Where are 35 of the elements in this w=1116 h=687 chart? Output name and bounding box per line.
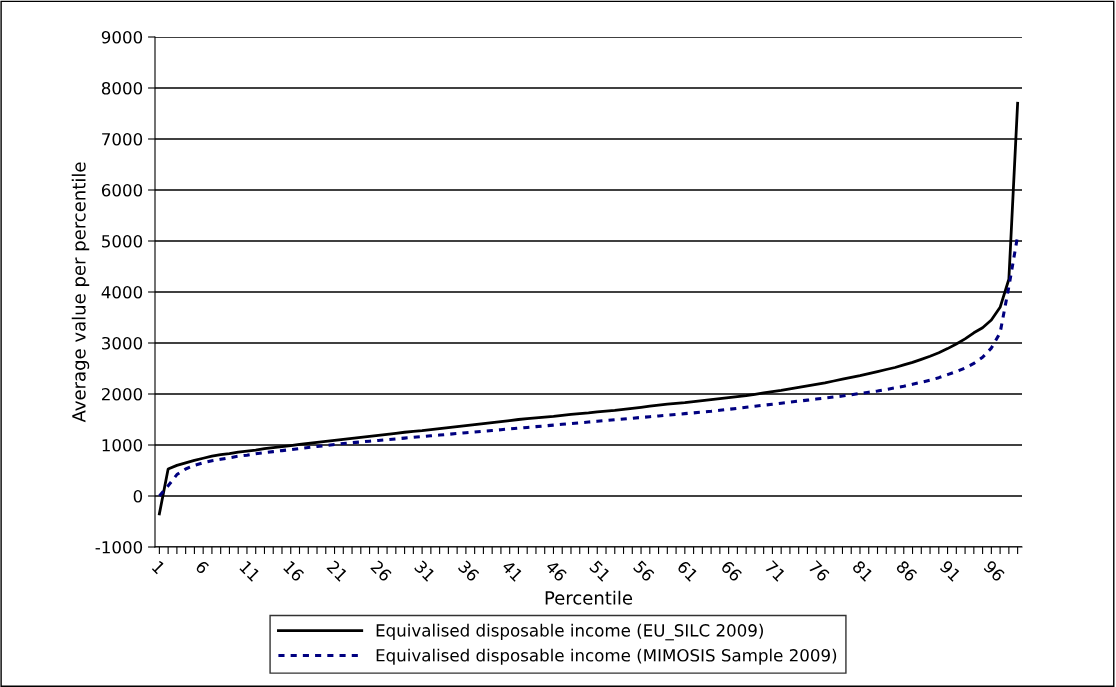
y-tick-label: 7000 — [102, 132, 143, 146]
x-tick-label: 86 — [895, 559, 918, 583]
y-tick-label: 3000 — [102, 336, 143, 350]
x-tick-label: 81 — [851, 559, 874, 582]
y-tick-label: 2000 — [102, 387, 143, 401]
y-axis-title: Average value per percentile — [71, 162, 90, 423]
legend-label: Equivalised disposable income (EU_SILC 2009) — [376, 623, 763, 641]
x-tick-label: 91 — [939, 559, 962, 582]
x-tick-label: 26 — [370, 559, 393, 583]
y-tick-label: 0 — [133, 489, 143, 503]
y-tick-label: -1000 — [95, 540, 143, 554]
x-tick-label: 1 — [151, 560, 166, 575]
y-tick-label: 6000 — [101, 183, 143, 197]
y-tick-label: 5000 — [102, 234, 143, 248]
x-tick-label: 31 — [413, 559, 436, 582]
x-tick-label: 71 — [764, 560, 786, 582]
x-tick-label: 56 — [632, 559, 656, 583]
x-tick-label: 46 — [544, 559, 568, 583]
x-tick-label: 96 — [982, 559, 1006, 583]
x-tick-label: 21 — [326, 559, 349, 582]
legend-label: Equivalised disposable income (MIMOSIS Sample 2009) — [376, 648, 837, 665]
x-tick-label: 36 — [457, 559, 480, 583]
x-tick-label: 61 — [676, 559, 699, 582]
x-tick-label: 66 — [720, 559, 743, 583]
x-tick-label: 11 — [239, 560, 261, 582]
y-tick-label: 8000 — [101, 81, 143, 95]
x-tick-label: 41 — [501, 559, 524, 582]
x-axis-title: Percentile — [545, 590, 633, 605]
x-tick-label: 51 — [589, 560, 611, 582]
y-tick-label: 9000 — [101, 30, 143, 44]
x-tick-label: 16 — [282, 560, 305, 583]
y-tick-label: 1000 — [102, 438, 143, 452]
x-tick-label: 76 — [808, 559, 831, 583]
y-tick-label: 4000 — [101, 285, 143, 299]
x-tick-label: 6 — [194, 559, 210, 575]
